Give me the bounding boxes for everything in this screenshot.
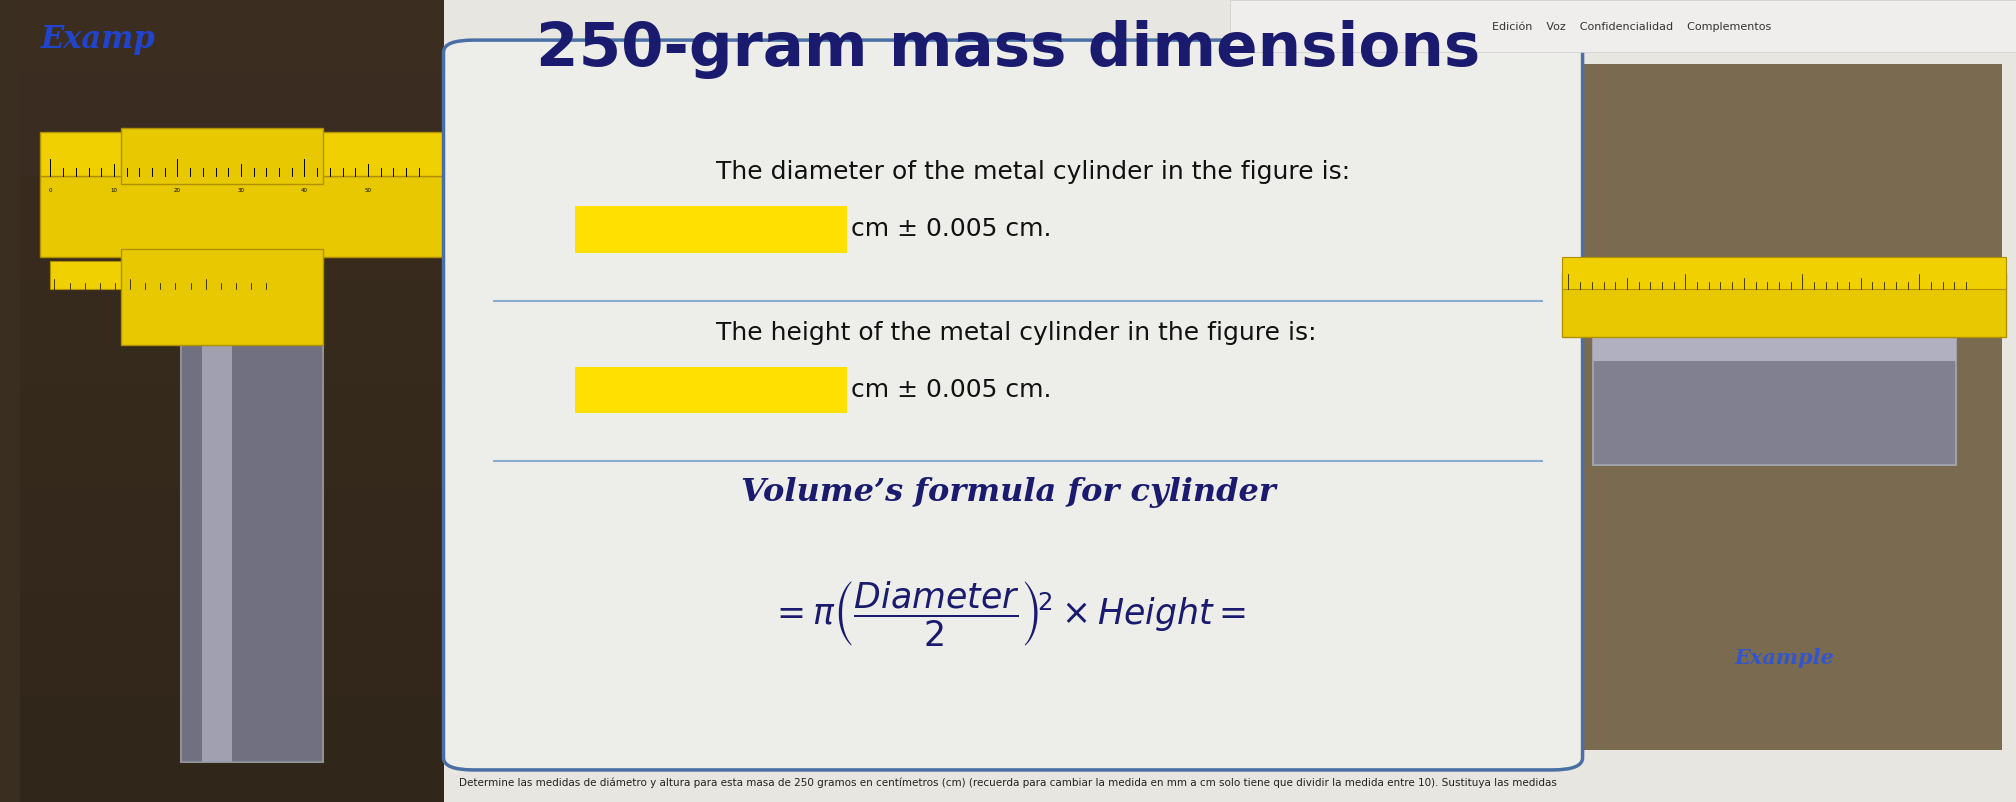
Bar [121,128,323,184]
Text: The height of the metal cylinder in the figure is:: The height of the metal cylinder in the … [716,321,1316,345]
Text: The diameter of the metal cylinder in the figure is:: The diameter of the metal cylinder in th… [716,160,1351,184]
Bar [575,367,847,413]
Bar [20,72,444,176]
Bar [20,593,444,698]
Text: 30: 30 [238,188,244,193]
Text: Edición    Voz    Confidencialidad    Complementos: Edición Voz Confidencialidad Complemento… [1492,21,1772,32]
Bar [1593,289,1956,465]
Text: Example: Example [1734,648,1835,667]
Bar [1562,273,2006,337]
Text: 40: 40 [300,188,308,193]
Bar [40,176,444,257]
Text: $= \pi \left(\dfrac{\mathit{Diameter}}{2}\right)^{\!2} \times \mathit{Height} =$: $= \pi \left(\dfrac{\mathit{Diameter}}{2… [770,579,1246,648]
Text: Determine las medidas de diámetro y altura para esta masa de 250 gramos en centí: Determine las medidas de diámetro y altu… [460,777,1556,788]
Text: Examp: Examp [40,24,155,55]
Bar [20,698,444,802]
Bar [181,184,323,762]
Text: 10: 10 [111,188,117,193]
Text: 50: 50 [365,188,371,193]
Bar [1552,52,2016,758]
Text: 250-gram mass dimensions: 250-gram mass dimensions [536,20,1480,79]
Bar [1562,257,2006,289]
Bar [1593,321,1956,361]
Bar [20,385,444,489]
Bar [121,249,323,345]
Bar [20,176,444,281]
Bar [575,206,847,253]
Bar [40,132,444,176]
Bar [444,0,2016,802]
Text: 0: 0 [48,188,52,193]
Bar [1562,64,2002,750]
Bar [20,281,444,385]
FancyBboxPatch shape [1540,54,2016,760]
Bar [0,0,474,802]
Bar [20,489,444,593]
Text: 20: 20 [173,188,181,193]
Bar [1230,0,2016,52]
FancyBboxPatch shape [444,40,1583,770]
Bar [20,0,444,72]
Text: cm ± 0.005 cm.: cm ± 0.005 cm. [851,378,1050,402]
Text: Volume’s formula for cylinder: Volume’s formula for cylinder [740,477,1276,508]
Bar [202,184,232,762]
Bar [50,261,292,289]
Text: cm ± 0.005 cm.: cm ± 0.005 cm. [851,217,1050,241]
